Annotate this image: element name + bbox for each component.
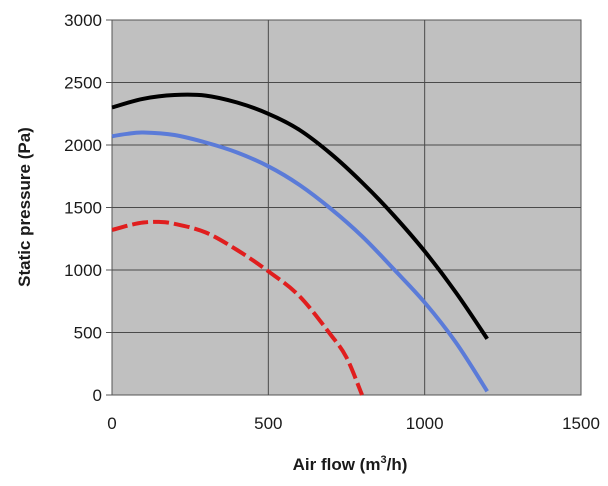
y-tick-label: 500 (74, 324, 102, 343)
x-tick-label: 0 (107, 414, 116, 433)
x-axis-title: Air flow (m3/h) (293, 454, 408, 474)
y-tick-label: 2500 (64, 74, 102, 93)
x-tick-label: 500 (254, 414, 282, 433)
y-tick-label: 3000 (64, 11, 102, 30)
x-axis-title-suffix: /h) (387, 455, 408, 474)
y-tick-label: 0 (93, 386, 102, 405)
y-axis-title: Static pressure (Pa) (15, 127, 34, 287)
x-tick-label: 1500 (562, 414, 600, 433)
x-axis-title-main: Air flow (m (293, 455, 381, 474)
y-tick-label: 1500 (64, 199, 102, 218)
x-tick-label: 1000 (406, 414, 444, 433)
y-tick-label: 2000 (64, 136, 102, 155)
y-tick-label: 1000 (64, 261, 102, 280)
